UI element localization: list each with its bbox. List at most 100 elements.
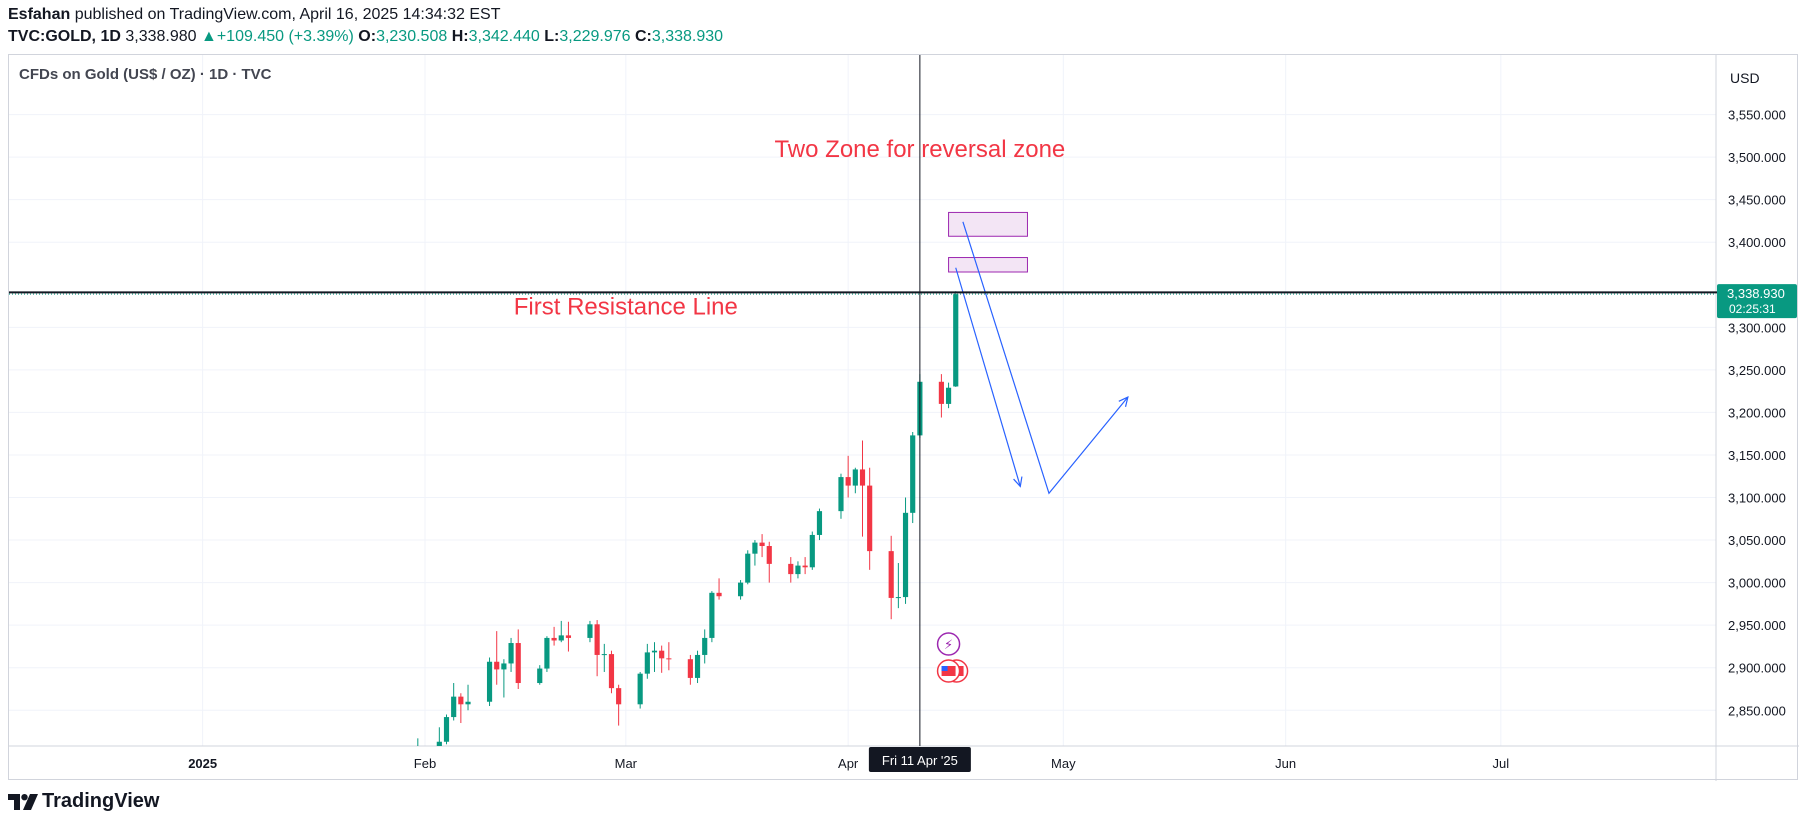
up-triangle-icon: ▲	[200, 28, 217, 45]
candle-body	[859, 469, 866, 486]
arrow-head	[1013, 476, 1023, 488]
lightning-event-circle	[936, 632, 961, 656]
y-tick-label: 3,300.000	[1728, 320, 1786, 335]
crosshair-date-badge-bg	[868, 747, 971, 772]
candle-body	[910, 435, 916, 513]
close-label: C:	[634, 28, 652, 45]
candle-body	[666, 658, 672, 660]
low-value: 3,229.976	[559, 28, 631, 45]
candle-body	[659, 650, 665, 659]
y-tick-label: 3,450.000	[1728, 193, 1786, 208]
candle-body	[508, 643, 514, 664]
candle-body	[838, 477, 844, 512]
chart-frame[interactable]: 2,850.000 2,900.000 2,950.000 3,000.000 3,05…	[8, 54, 1799, 781]
reversal-zone-box	[948, 211, 1028, 237]
symbol-name: TVC:GOLD, 1D	[8, 28, 121, 45]
candle-body	[867, 485, 873, 552]
candle-body	[616, 688, 622, 705]
chart-title: CFDs on Gold (US$ / OZ) · 1D · TVC	[19, 66, 272, 83]
candle-body	[745, 553, 751, 583]
y-tick-label: 3,250.000	[1728, 363, 1786, 378]
candle-body	[594, 624, 600, 655]
candle-body	[795, 565, 801, 575]
candle-body	[716, 592, 722, 597]
projection-arrow-path	[955, 267, 1021, 487]
last-price-badge-label: 3,338.930	[1727, 286, 1785, 301]
y-tick-label: 2,900.000	[1728, 661, 1786, 676]
x-tick-label: 2025	[188, 756, 217, 771]
x-tick-label: May	[1051, 756, 1076, 771]
candle-body	[709, 592, 715, 638]
candle-body	[501, 663, 507, 670]
candle-body	[759, 542, 765, 547]
y-tick-label: 3,150.000	[1728, 448, 1786, 463]
candle-body	[494, 661, 500, 670]
candle-body	[608, 654, 615, 689]
candle-body	[587, 624, 593, 638]
candle-body	[401, 780, 406, 781]
candle-body	[752, 542, 758, 554]
candle-body	[766, 546, 772, 564]
author-name[interactable]: Esfahan	[8, 6, 71, 23]
crosshair-date-badge: Fri 11 Apr '25	[868, 747, 971, 772]
candlestick-chart[interactable]: 2,850.000 2,900.000 2,950.000 3,000.000 3,05…	[9, 55, 1799, 781]
bar-countdown-label: 02:25:31	[1729, 302, 1776, 316]
tradingview-brand: TradingView	[42, 790, 160, 812]
arrow-head	[1118, 396, 1129, 407]
crosshair-date-label: Fri 11 Apr '25	[882, 753, 958, 768]
candle-body	[938, 381, 944, 404]
candle-body	[601, 654, 607, 656]
candle-body	[702, 637, 708, 655]
candle-body	[443, 717, 450, 742]
candle-body	[895, 597, 901, 599]
candle-body	[651, 650, 658, 653]
high-label: H:	[451, 28, 469, 45]
candles	[401, 291, 959, 781]
x-tick-label: Feb	[414, 756, 436, 771]
y-tick-label: 2,950.000	[1728, 618, 1786, 633]
candle-body	[802, 565, 808, 568]
candle-body	[816, 511, 823, 535]
candle-body	[537, 668, 543, 684]
candle-body	[515, 643, 521, 684]
candle-body	[945, 387, 952, 404]
candle-body	[436, 741, 442, 746]
candle-body	[558, 635, 564, 641]
y-tick-label: 2,850.000	[1728, 703, 1786, 718]
symbol-info: TVC:GOLD, 1D 3,338.980 ▲+109.450 (+3.39%…	[8, 28, 723, 46]
candle-body	[458, 696, 464, 705]
last-price-badge-bg	[1717, 284, 1797, 319]
candle-body	[451, 696, 457, 718]
candle-body	[486, 661, 493, 702]
candle-body	[644, 652, 650, 674]
candle-body	[544, 637, 550, 669]
published-text: published on TradingView.com, April 16, …	[74, 6, 501, 23]
candle-body	[852, 469, 858, 486]
last-price: 3,338.980	[125, 28, 197, 45]
candle-body	[953, 294, 959, 387]
y-tick-label: 3,550.000	[1728, 108, 1786, 123]
publish-info: Esfahan published on TradingView.com, Ap…	[8, 6, 500, 24]
candle-body	[902, 512, 909, 598]
price-axis-labels: 2,850.000 2,900.000 2,950.000 3,000.000 3,05…	[1728, 108, 1786, 719]
tradingview-logo[interactable]: TradingView	[8, 790, 159, 813]
candle-body	[565, 635, 572, 638]
candle-body	[551, 637, 557, 641]
lightning-glyph: ⚡	[944, 637, 953, 652]
us-flag-event-icon	[936, 659, 969, 683]
projection-arrow-path	[962, 221, 1129, 495]
x-tick-label: Jun	[1275, 756, 1296, 771]
tradingview-logo-icon	[8, 793, 38, 810]
chart-annotation-text: First Resistance Line	[514, 294, 738, 321]
high-value: 3,342.440	[468, 28, 540, 45]
time-axis-labels: 2025 Feb Mar Apr May Jun Jul	[188, 756, 1509, 771]
y-tick-label: 3,500.000	[1728, 150, 1786, 165]
candle-body	[888, 551, 894, 598]
low-label: L:	[544, 28, 560, 45]
candle-body	[845, 477, 851, 486]
y-tick-label: 3,200.000	[1728, 405, 1786, 420]
candle-body	[465, 701, 471, 705]
y-tick-label: 3,050.000	[1728, 533, 1786, 548]
